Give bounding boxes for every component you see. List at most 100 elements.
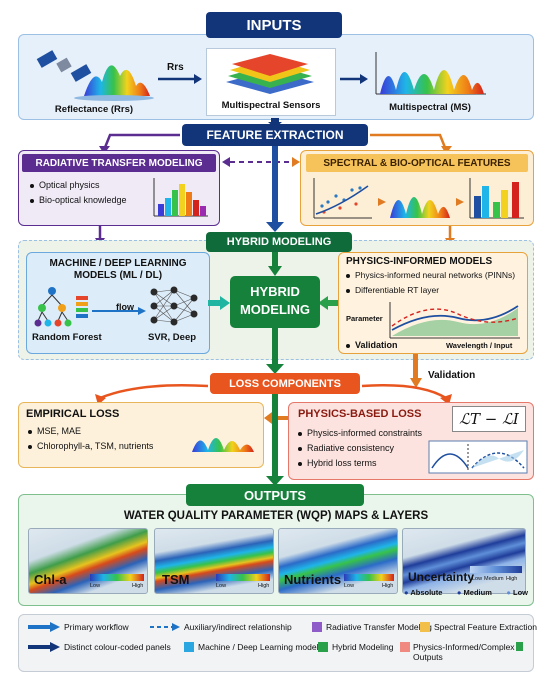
nutrients-colorbar xyxy=(344,574,394,581)
legend-pi: Physics-Informed/ComplexOutputs xyxy=(413,642,550,662)
legend-absolute: ● Absolute xyxy=(404,588,443,597)
ml-flow-label: flow xyxy=(116,302,134,312)
uncertainty-legend: ● Absolute ● Medium ● Low xyxy=(404,588,528,597)
inputs-to-fe-arrow xyxy=(268,118,282,128)
random-forest-icon xyxy=(34,287,88,327)
hybrid-to-loss-arrow xyxy=(266,328,284,374)
nutrients-label: Nutrients xyxy=(284,572,342,587)
spectral-features-graphic xyxy=(313,178,524,219)
satellite-icon xyxy=(36,50,92,82)
sensor-stack-graphic xyxy=(226,54,314,94)
physics-to-hybrid-arrow xyxy=(318,296,340,310)
legend-sfe: Spectral Feature Extraction xyxy=(434,622,537,632)
tsm-low: Low xyxy=(216,583,227,589)
legend-rtm: Radiative Transfer Modeling xyxy=(326,622,432,632)
loss-components-header: LOSS COMPONENTS xyxy=(210,373,360,394)
physics-loss-bullets: Physics-informed constraints Radiative c… xyxy=(298,426,422,471)
sensors-label: Multispectral Sensors xyxy=(221,100,321,111)
primary-workflow-arrow-icon xyxy=(28,622,60,632)
legend-hybrid: Hybrid Modeling xyxy=(332,642,394,652)
physics-bullet: Differentiable RT layer xyxy=(346,283,515,298)
legend-distinct: Distinct colour-coded panels xyxy=(64,642,171,652)
loss-to-outputs-arrow xyxy=(266,394,284,486)
distinct-panels-arrow-icon xyxy=(28,642,60,652)
hybrid-center-line2: MODELING xyxy=(239,302,311,317)
satellite-spectrum-graphic xyxy=(36,50,154,101)
physics-validation-bullet: Validation xyxy=(346,338,398,353)
legend-mldl: Machine / Deep Learning models xyxy=(198,642,323,652)
mldl-swatch xyxy=(184,642,194,652)
rtm-swatch xyxy=(312,622,322,632)
empirical-spectrum-graphic xyxy=(192,438,254,452)
physics-chart-xlabel: Wavelength / Input xyxy=(446,341,513,350)
legend-pi-prefix: Physics-Informed/Complex xyxy=(413,642,515,652)
tsm-map xyxy=(154,528,274,594)
spectral-features-header: SPECTRAL & BIO-OPTICAL FEATURES xyxy=(306,154,528,172)
radiative-bar-graphic xyxy=(153,178,208,217)
fe-to-hybrid-arrow xyxy=(266,146,284,232)
rrs-arrow-label: Rrs xyxy=(167,62,184,73)
radiative-bullet: Optical physics xyxy=(30,178,127,193)
radiative-bullet: Bio-optical knowledge xyxy=(30,193,127,208)
radiative-transfer-header: RADIATIVE TRANSFER MODELING xyxy=(22,154,216,172)
tsm-label: TSM xyxy=(162,572,190,587)
physics-loss-title: PHYSICS-BASED LOSS xyxy=(298,408,422,420)
chl-a-map xyxy=(28,528,148,594)
physics-loss-bullet: Radiative consistency xyxy=(298,441,422,456)
chl-a-high: High xyxy=(132,583,144,589)
ms-label: Multispectral (MS) xyxy=(389,102,471,113)
uncertainty-medium: Medium xyxy=(484,576,504,582)
legend-pi-suffix: Outputs xyxy=(413,652,443,662)
reflectance-label: Reflectance (Rrs) xyxy=(54,104,134,115)
physics-informed-title: PHYSICS-INFORMED MODELS xyxy=(346,256,493,267)
physics-bullet: Physics-informed neural networks (PINNs) xyxy=(346,268,515,283)
inputs-header: INPUTS xyxy=(206,12,342,38)
tsm-high: High xyxy=(258,583,270,589)
physics-loss-formula: ℒT − ℒI xyxy=(452,406,526,432)
physics-loss-graphic xyxy=(428,440,528,474)
uncertainty-low: Low xyxy=(472,576,483,582)
outputs-header: OUTPUTS xyxy=(186,484,364,506)
sfe-swatch xyxy=(420,622,430,632)
hybrid-down-arrow-in xyxy=(268,252,282,276)
physics-informed-panel xyxy=(338,252,528,354)
nutrients-high: High xyxy=(382,583,394,589)
outputs-subtitle: WATER QUALITY PARAMETER (WQP) MAPS & LAY… xyxy=(123,510,429,522)
nutrients-map xyxy=(278,528,398,594)
hybrid-center-box xyxy=(230,276,320,328)
chl-a-colorbar xyxy=(90,574,144,581)
hybrid-swatch xyxy=(318,642,328,652)
auxiliary-arrow-icon xyxy=(150,623,180,631)
pi-swatch xyxy=(400,642,410,652)
chl-a-low: Low xyxy=(90,583,101,589)
ml-to-hybrid-arrow xyxy=(208,296,230,310)
feature-extraction-header: FEATURE EXTRACTION xyxy=(182,124,368,146)
physics-chart-graphic xyxy=(389,302,520,339)
empirical-bullet: MSE, MAE xyxy=(28,424,153,439)
uncertainty-high: High xyxy=(506,576,518,582)
ml-title-line1: MACHINE / DEEP LEARNING xyxy=(49,258,187,269)
ml-flow-arrow xyxy=(92,307,146,315)
nutrients-low: Low xyxy=(344,583,355,589)
empirical-bullets: MSE, MAE Chlorophyll-a, TSM, nutrients xyxy=(28,424,153,454)
rrs-arrow xyxy=(158,74,202,84)
legend-low: ● Low xyxy=(506,588,528,597)
legend-primary: Primary workflow xyxy=(64,622,129,632)
ml-dl-panel xyxy=(26,252,210,354)
outputs-swatch xyxy=(515,642,523,651)
validation-arrow xyxy=(410,354,422,388)
tsm-colorbar xyxy=(216,574,270,581)
random-forest-label: Random Forest xyxy=(32,332,102,343)
hybrid-center-line1: HYBRID xyxy=(250,284,300,299)
neural-network-icon xyxy=(150,286,198,326)
physics-loss-bullet: Physics-informed constraints xyxy=(298,426,422,441)
auxiliary-dashed-arrow xyxy=(222,157,300,167)
physics-chart-ylabel: Parameter xyxy=(346,314,383,323)
legend-auxiliary: Auxiliary/indirect relationship xyxy=(184,622,292,632)
radiative-bullets: Optical physics Bio-optical knowledge xyxy=(30,178,127,208)
uncertainty-label: Uncertainty xyxy=(408,570,475,584)
physics-validation-item: Validation xyxy=(346,338,398,353)
ms-spectrum-graphic xyxy=(375,52,486,95)
ms-arrow xyxy=(340,74,368,84)
chl-a-label: Chl-a xyxy=(34,572,67,587)
